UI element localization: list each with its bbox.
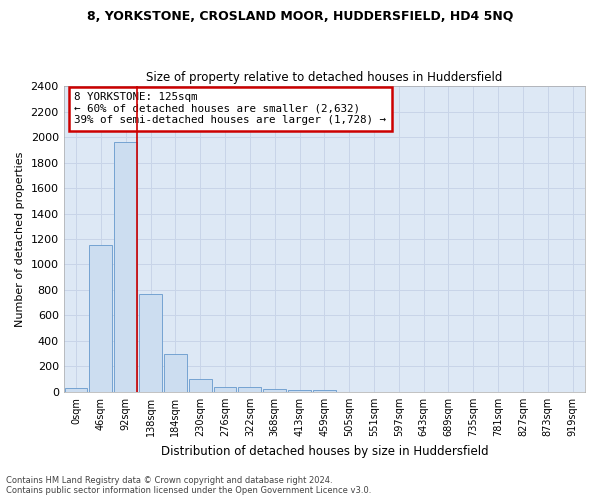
Text: 8, YORKSTONE, CROSLAND MOOR, HUDDERSFIELD, HD4 5NQ: 8, YORKSTONE, CROSLAND MOOR, HUDDERSFIEL… xyxy=(87,10,513,23)
Text: Contains HM Land Registry data © Crown copyright and database right 2024.
Contai: Contains HM Land Registry data © Crown c… xyxy=(6,476,371,495)
Bar xyxy=(89,246,112,392)
Bar xyxy=(263,389,286,392)
Bar xyxy=(164,354,187,392)
Bar xyxy=(115,142,137,392)
Bar xyxy=(288,390,311,392)
Text: 8 YORKSTONE: 125sqm
← 60% of detached houses are smaller (2,632)
39% of semi-det: 8 YORKSTONE: 125sqm ← 60% of detached ho… xyxy=(74,92,386,126)
Y-axis label: Number of detached properties: Number of detached properties xyxy=(15,152,25,326)
Bar xyxy=(313,390,336,392)
Bar xyxy=(238,388,261,392)
X-axis label: Distribution of detached houses by size in Huddersfield: Distribution of detached houses by size … xyxy=(161,444,488,458)
Title: Size of property relative to detached houses in Huddersfield: Size of property relative to detached ho… xyxy=(146,70,503,84)
Bar xyxy=(139,294,162,392)
Bar xyxy=(214,386,236,392)
Bar xyxy=(65,388,88,392)
Bar xyxy=(189,379,212,392)
